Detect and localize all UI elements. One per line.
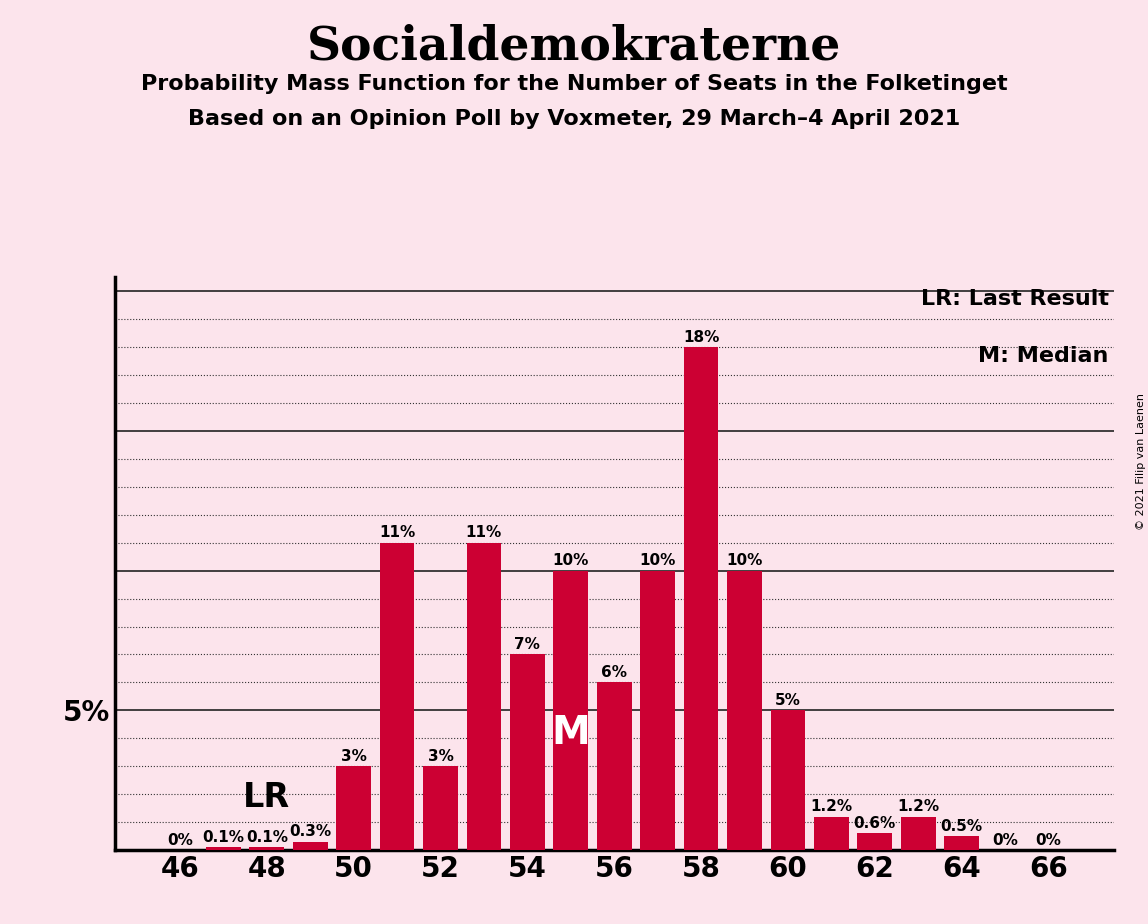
Bar [770,711,805,850]
Bar [424,766,458,850]
Bar [466,542,502,850]
Text: 0%: 0% [166,833,193,848]
Text: 0.3%: 0.3% [289,824,332,840]
Text: 7%: 7% [514,638,541,652]
Text: M: M [551,713,590,752]
Bar [858,833,892,850]
Bar [249,847,285,850]
Bar [944,836,979,850]
Bar [380,542,414,850]
Text: 0%: 0% [992,833,1018,848]
Bar [901,817,936,850]
Text: 0.6%: 0.6% [854,816,895,831]
Bar [684,347,719,850]
Text: 10%: 10% [639,553,676,568]
Bar [553,571,588,850]
Text: 10%: 10% [727,553,762,568]
Text: 1.2%: 1.2% [810,799,852,814]
Text: 5%: 5% [775,693,801,708]
Text: Based on an Opinion Poll by Voxmeter, 29 March–4 April 2021: Based on an Opinion Poll by Voxmeter, 29… [188,109,960,129]
Text: 3%: 3% [427,749,453,764]
Bar [814,817,848,850]
Text: 0.1%: 0.1% [246,830,288,845]
Text: M: Median: M: Median [978,346,1109,366]
Text: 0.5%: 0.5% [940,819,983,833]
Text: 11%: 11% [379,526,416,541]
Text: Probability Mass Function for the Number of Seats in the Folketinget: Probability Mass Function for the Number… [141,74,1007,94]
Bar [336,766,371,850]
Text: LR: Last Result: LR: Last Result [921,288,1109,309]
Text: LR: LR [243,781,290,814]
Bar [510,654,544,850]
Bar [293,842,327,850]
Text: © 2021 Filip van Laenen: © 2021 Filip van Laenen [1135,394,1146,530]
Text: 6%: 6% [602,665,627,680]
Text: 0%: 0% [1035,833,1062,848]
Bar [205,847,241,850]
Text: 1.2%: 1.2% [897,799,939,814]
Bar [641,571,675,850]
Text: 11%: 11% [466,526,502,541]
Text: 10%: 10% [552,553,589,568]
Text: 0.1%: 0.1% [202,830,245,845]
Text: Socialdemokraterne: Socialdemokraterne [307,23,841,69]
Bar [597,683,631,850]
Text: 3%: 3% [341,749,366,764]
Text: 18%: 18% [683,330,719,345]
Bar [727,571,762,850]
